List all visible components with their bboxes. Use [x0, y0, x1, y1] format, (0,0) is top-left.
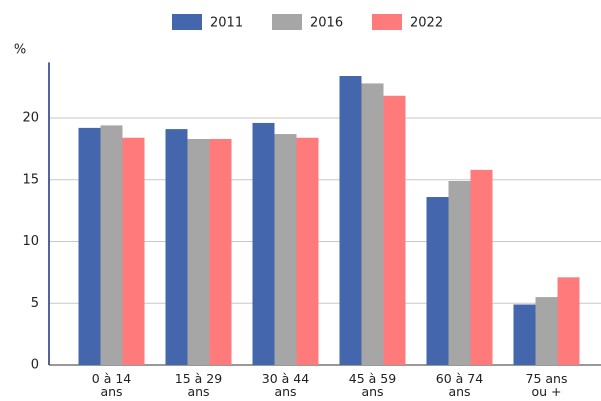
y-tick-label: 15: [22, 172, 39, 187]
bar: [535, 297, 558, 365]
x-tick-label-box: 45 à 59 ans: [348, 372, 397, 399]
x-tick-label: 0 à 14 ans: [91, 372, 132, 399]
y-tick-label: 20: [22, 111, 39, 126]
bar: [252, 122, 275, 365]
bar: [122, 137, 145, 365]
x-tick-label-box: 75 ans ou +: [525, 372, 568, 399]
legend-swatch: [172, 14, 202, 30]
bar: [513, 304, 536, 365]
x-tick-label-box: 0 à 14 ans: [91, 372, 132, 399]
legend-label: 2022: [410, 16, 443, 31]
x-tick-label: 30 à 44 ans: [261, 372, 310, 399]
bar: [361, 83, 384, 366]
legend-label: 2016: [310, 16, 343, 31]
x-tick-label-box: 15 à 29 ans: [174, 372, 223, 399]
bar: [209, 138, 232, 365]
x-tick-label: 75 ans ou +: [525, 372, 568, 399]
bar: [557, 277, 580, 365]
x-tick-label: 45 à 59 ans: [348, 372, 397, 399]
bar: [296, 137, 319, 365]
legend-swatch: [372, 14, 402, 30]
bar: [274, 134, 297, 365]
x-tick-label-box: 30 à 44 ans: [261, 372, 310, 399]
bar: [165, 129, 188, 365]
x-tick-label: 60 à 74 ans: [435, 372, 484, 399]
y-axis-label: %: [14, 43, 26, 58]
legend-label: 2011: [210, 16, 243, 31]
y-tick-label: 0: [31, 358, 39, 373]
y-tick-label: 5: [31, 296, 39, 311]
bar: [448, 180, 471, 365]
bar: [339, 76, 362, 365]
y-tick-label: 10: [22, 234, 39, 249]
bar: [78, 127, 101, 365]
bar: [426, 197, 449, 365]
x-tick-label: 15 à 29 ans: [174, 372, 223, 399]
x-tick-label-box: 60 à 74 ans: [435, 372, 484, 399]
bar: [470, 169, 493, 365]
legend-swatch: [272, 14, 302, 30]
bar: [100, 125, 123, 365]
bar: [187, 138, 210, 365]
bar: [383, 95, 406, 366]
